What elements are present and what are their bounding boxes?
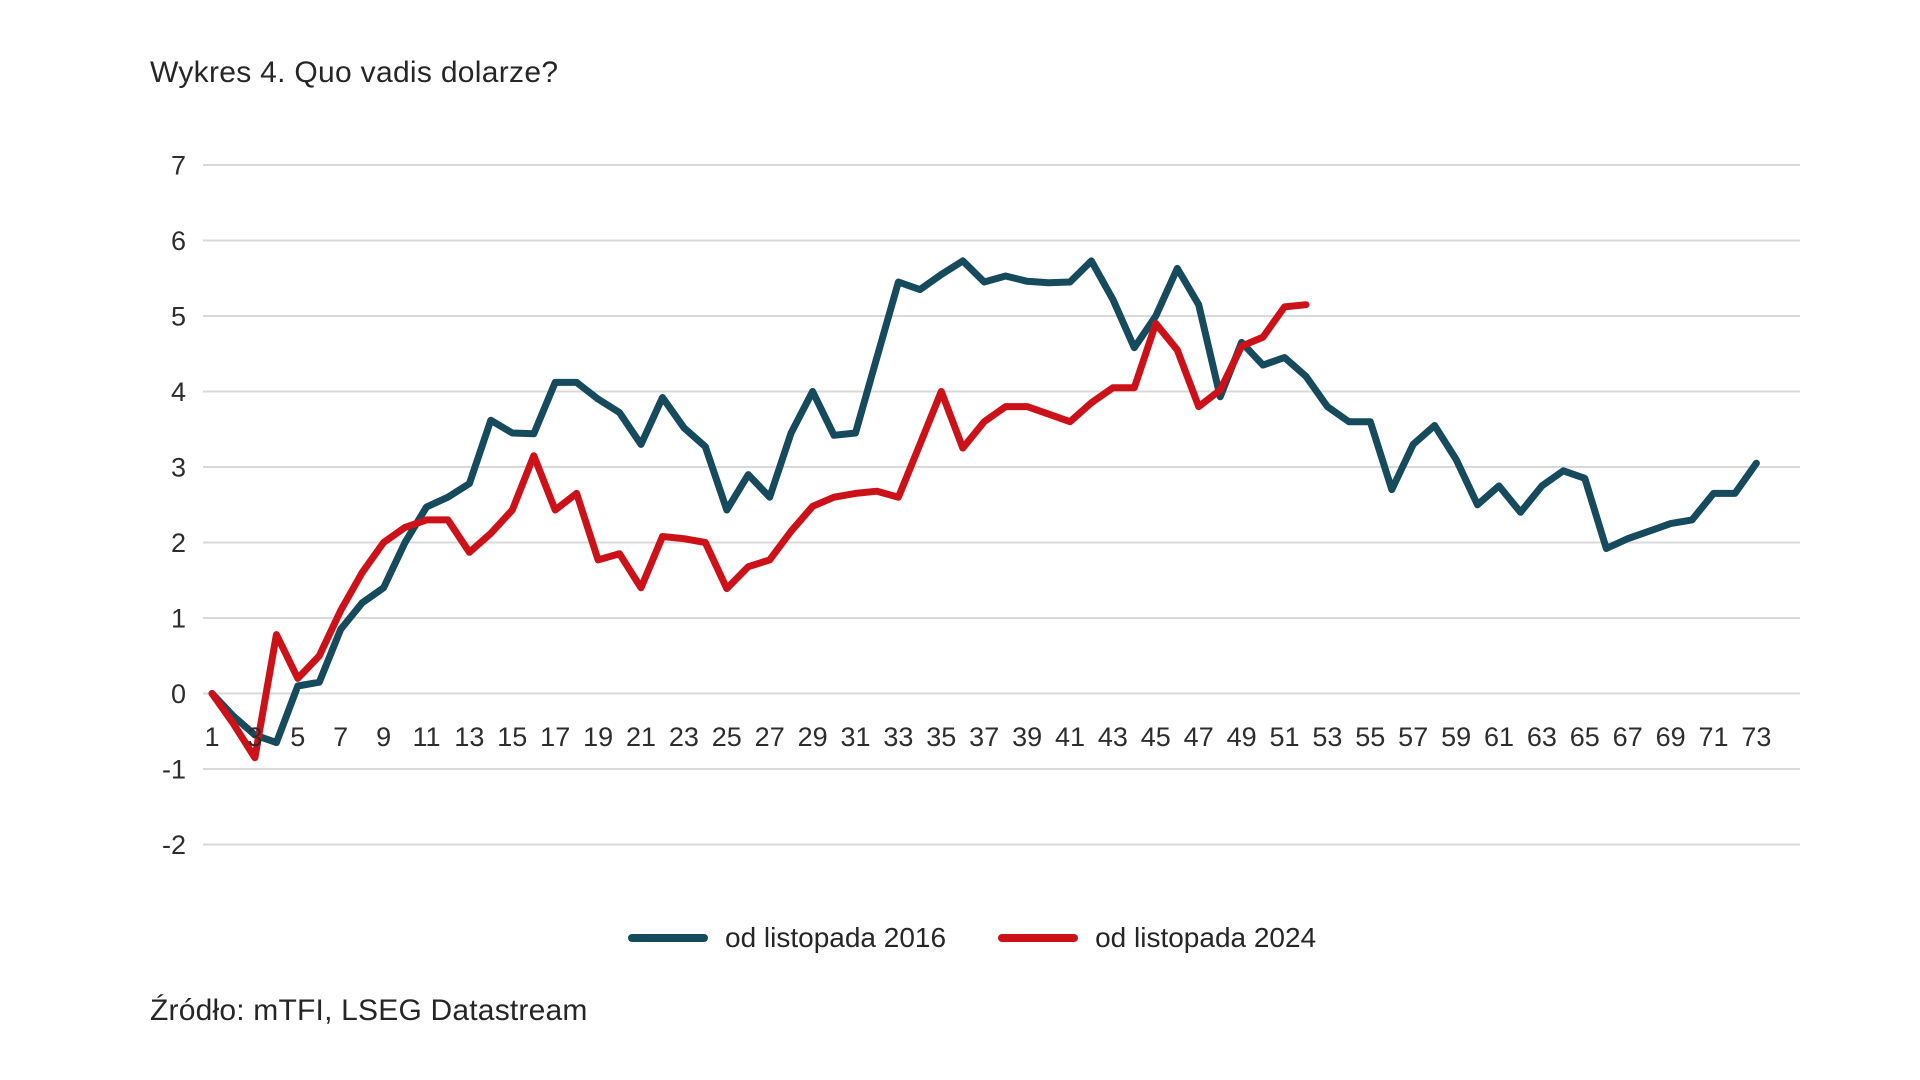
x-tick-label: 67 (1613, 722, 1643, 752)
x-tick-label: 19 (583, 722, 613, 752)
series-line-2016 (208, 257, 1760, 747)
x-tick-label: 59 (1441, 722, 1471, 752)
y-tick-label: 5 (171, 302, 186, 332)
x-tick-label: 25 (712, 722, 742, 752)
x-tick-label: 71 (1698, 722, 1728, 752)
x-tick-label: 5 (290, 722, 305, 752)
y-tick-label: 7 (171, 151, 186, 181)
legend-label-2016: od listopada 2016 (725, 922, 947, 953)
x-tick-label: 35 (926, 722, 956, 752)
y-tick-label: -1 (162, 755, 186, 785)
y-tick-label: 2 (171, 528, 186, 558)
y-tick-label: 0 (171, 679, 186, 709)
y-tick-label: 4 (171, 377, 186, 407)
x-tick-label: 29 (798, 722, 828, 752)
series-line-2024 (208, 301, 1310, 762)
source-note: Źródło: mTFI, LSEG Datastream (150, 994, 588, 1027)
chart-legend: od listopada 2016 od listopada 2024 (628, 922, 1316, 954)
legend-item-2024: od listopada 2024 (998, 922, 1316, 954)
legend-swatch-2016-line (628, 934, 708, 942)
x-tick-label: 7 (333, 722, 348, 752)
x-tick-label: 13 (454, 722, 484, 752)
x-tick-label: 55 (1355, 722, 1385, 752)
x-tick-label: 51 (1269, 722, 1299, 752)
x-tick-label: 39 (1012, 722, 1042, 752)
x-tick-label: 49 (1227, 722, 1257, 752)
y-tick-label: 6 (171, 226, 186, 256)
x-tick-label: 1 (204, 722, 219, 752)
x-tick-label: 27 (755, 722, 785, 752)
x-tick-label: 43 (1098, 722, 1128, 752)
x-tick-label: 21 (626, 722, 656, 752)
x-tick-label: 69 (1656, 722, 1686, 752)
x-tick-label: 45 (1141, 722, 1171, 752)
legend-label-2024: od listopada 2024 (1095, 922, 1317, 953)
x-tick-label: 65 (1570, 722, 1600, 752)
x-tick-label: 53 (1312, 722, 1342, 752)
x-tick-label: 9 (376, 722, 391, 752)
x-tick-label: 61 (1484, 722, 1514, 752)
x-tick-label: 47 (1184, 722, 1214, 752)
x-tick-label: 37 (969, 722, 999, 752)
x-tick-label: 23 (669, 722, 699, 752)
x-tick-label: 63 (1527, 722, 1557, 752)
x-tick-label: 33 (883, 722, 913, 752)
x-tick-label: 15 (497, 722, 527, 752)
x-tick-label: 31 (840, 722, 870, 752)
x-tick-label: 3 (247, 722, 262, 752)
y-tick-label: 3 (171, 453, 186, 483)
legend-swatch-2024-line (998, 934, 1079, 942)
chart-title: Wykres 4. Quo vadis dolarze? (150, 56, 559, 89)
x-tick-label: 41 (1055, 722, 1085, 752)
y-tick-label: 1 (171, 604, 186, 634)
x-tick-label: 17 (540, 722, 570, 752)
y-tick-label: -2 (162, 830, 186, 860)
x-tick-label: 73 (1741, 722, 1771, 752)
legend-item-2016: od listopada 2016 (628, 922, 946, 954)
x-tick-label: 11 (412, 722, 440, 752)
x-tick-label: 57 (1398, 722, 1428, 752)
